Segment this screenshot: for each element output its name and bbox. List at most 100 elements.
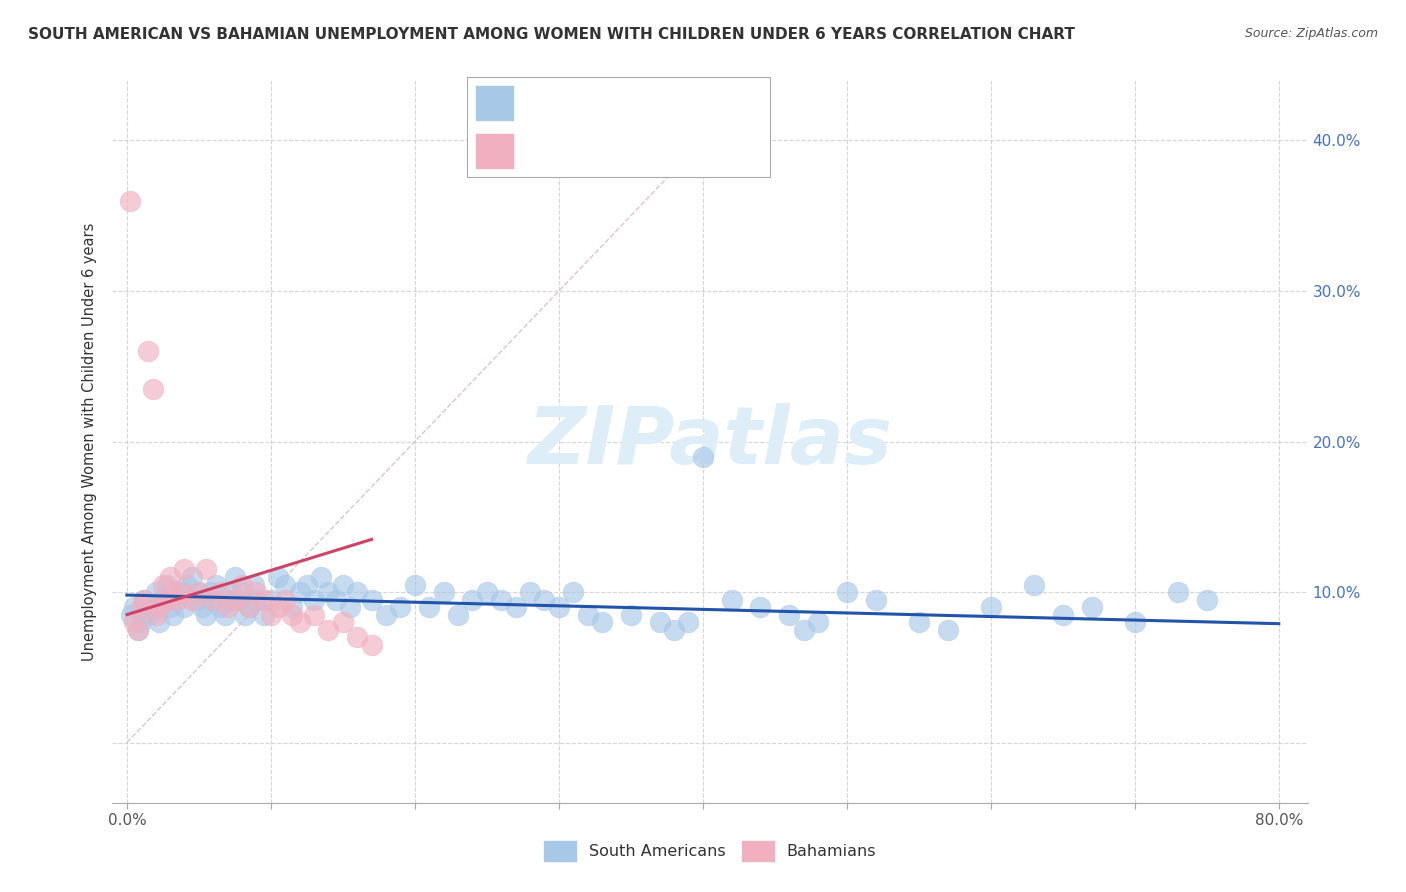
Point xyxy=(138,344,160,359)
Point xyxy=(309,570,332,584)
Point xyxy=(180,592,202,607)
Point xyxy=(162,585,184,599)
FancyBboxPatch shape xyxy=(467,77,770,178)
Point xyxy=(475,585,498,599)
Point xyxy=(332,615,354,630)
Point xyxy=(936,623,959,637)
Point xyxy=(318,623,340,637)
Point xyxy=(184,592,207,607)
Bar xyxy=(477,87,513,120)
Point xyxy=(620,607,643,622)
Point xyxy=(122,600,145,615)
Point xyxy=(433,585,456,599)
Point xyxy=(346,585,368,599)
Point xyxy=(360,638,382,652)
Legend: South Americans, Bahamians: South Americans, Bahamians xyxy=(538,835,882,867)
Text: 88: 88 xyxy=(706,96,724,111)
Point xyxy=(118,194,141,208)
Point xyxy=(127,623,149,637)
Point xyxy=(302,592,325,607)
Point xyxy=(129,600,152,615)
Point xyxy=(281,600,304,615)
Point xyxy=(980,600,1002,615)
Point xyxy=(491,592,513,607)
Point xyxy=(166,592,188,607)
Point xyxy=(129,615,152,630)
Point xyxy=(533,592,555,607)
Point xyxy=(166,592,188,607)
Point xyxy=(176,577,198,591)
Text: ZIPatlas: ZIPatlas xyxy=(527,402,893,481)
Point xyxy=(288,615,311,630)
Point xyxy=(288,585,311,599)
Point xyxy=(519,585,541,599)
Point xyxy=(202,592,225,607)
Point xyxy=(242,577,264,591)
Point xyxy=(142,382,165,396)
Text: SOUTH AMERICAN VS BAHAMIAN UNEMPLOYMENT AMONG WOMEN WITH CHILDREN UNDER 6 YEARS : SOUTH AMERICAN VS BAHAMIAN UNEMPLOYMENT … xyxy=(28,27,1076,42)
Point xyxy=(156,592,179,607)
Point xyxy=(145,607,167,622)
Point xyxy=(260,592,283,607)
Point xyxy=(195,607,218,622)
Point xyxy=(200,585,222,599)
Point xyxy=(159,600,181,615)
Point xyxy=(318,585,340,599)
Point xyxy=(156,577,179,591)
Point xyxy=(547,600,569,615)
Point xyxy=(793,623,815,637)
Point xyxy=(1123,615,1146,630)
Point xyxy=(120,607,142,622)
Point xyxy=(170,585,193,599)
Point xyxy=(231,585,253,599)
Point xyxy=(173,562,195,576)
Point xyxy=(138,607,160,622)
Point xyxy=(214,607,236,622)
Point xyxy=(253,592,276,607)
Point xyxy=(180,570,202,584)
Point xyxy=(245,592,267,607)
Point xyxy=(238,600,260,615)
Point xyxy=(332,577,354,591)
Point xyxy=(678,615,700,630)
Point xyxy=(807,615,830,630)
Text: R =: R = xyxy=(526,144,557,158)
Point xyxy=(461,592,484,607)
Text: R =: R = xyxy=(526,96,557,111)
Point xyxy=(865,592,887,607)
Point xyxy=(749,600,772,615)
Point xyxy=(692,450,714,464)
Y-axis label: Unemployment Among Women with Children Under 6 years: Unemployment Among Women with Children U… xyxy=(82,222,97,661)
Point xyxy=(134,592,156,607)
Point xyxy=(190,600,212,615)
Point xyxy=(187,585,209,599)
Point xyxy=(209,600,232,615)
Point xyxy=(217,592,239,607)
Point xyxy=(202,592,225,607)
Point xyxy=(173,600,195,615)
Point xyxy=(662,623,685,637)
Point xyxy=(325,592,347,607)
Point xyxy=(205,577,228,591)
Point xyxy=(159,570,181,584)
Point xyxy=(142,600,165,615)
Point xyxy=(562,585,585,599)
Point xyxy=(238,600,260,615)
Point xyxy=(245,585,267,599)
Text: N =: N = xyxy=(655,144,688,158)
Point xyxy=(907,615,929,630)
Point xyxy=(295,577,318,591)
Text: 0.127: 0.127 xyxy=(582,144,624,158)
Point xyxy=(253,607,276,622)
Point xyxy=(228,592,250,607)
Point xyxy=(267,600,290,615)
Point xyxy=(375,607,398,622)
Point xyxy=(1167,585,1189,599)
Point xyxy=(835,585,858,599)
Point xyxy=(134,592,156,607)
Point xyxy=(1080,600,1102,615)
Point xyxy=(648,615,671,630)
Point xyxy=(1022,577,1045,591)
Point xyxy=(389,600,412,615)
Point xyxy=(195,562,218,576)
